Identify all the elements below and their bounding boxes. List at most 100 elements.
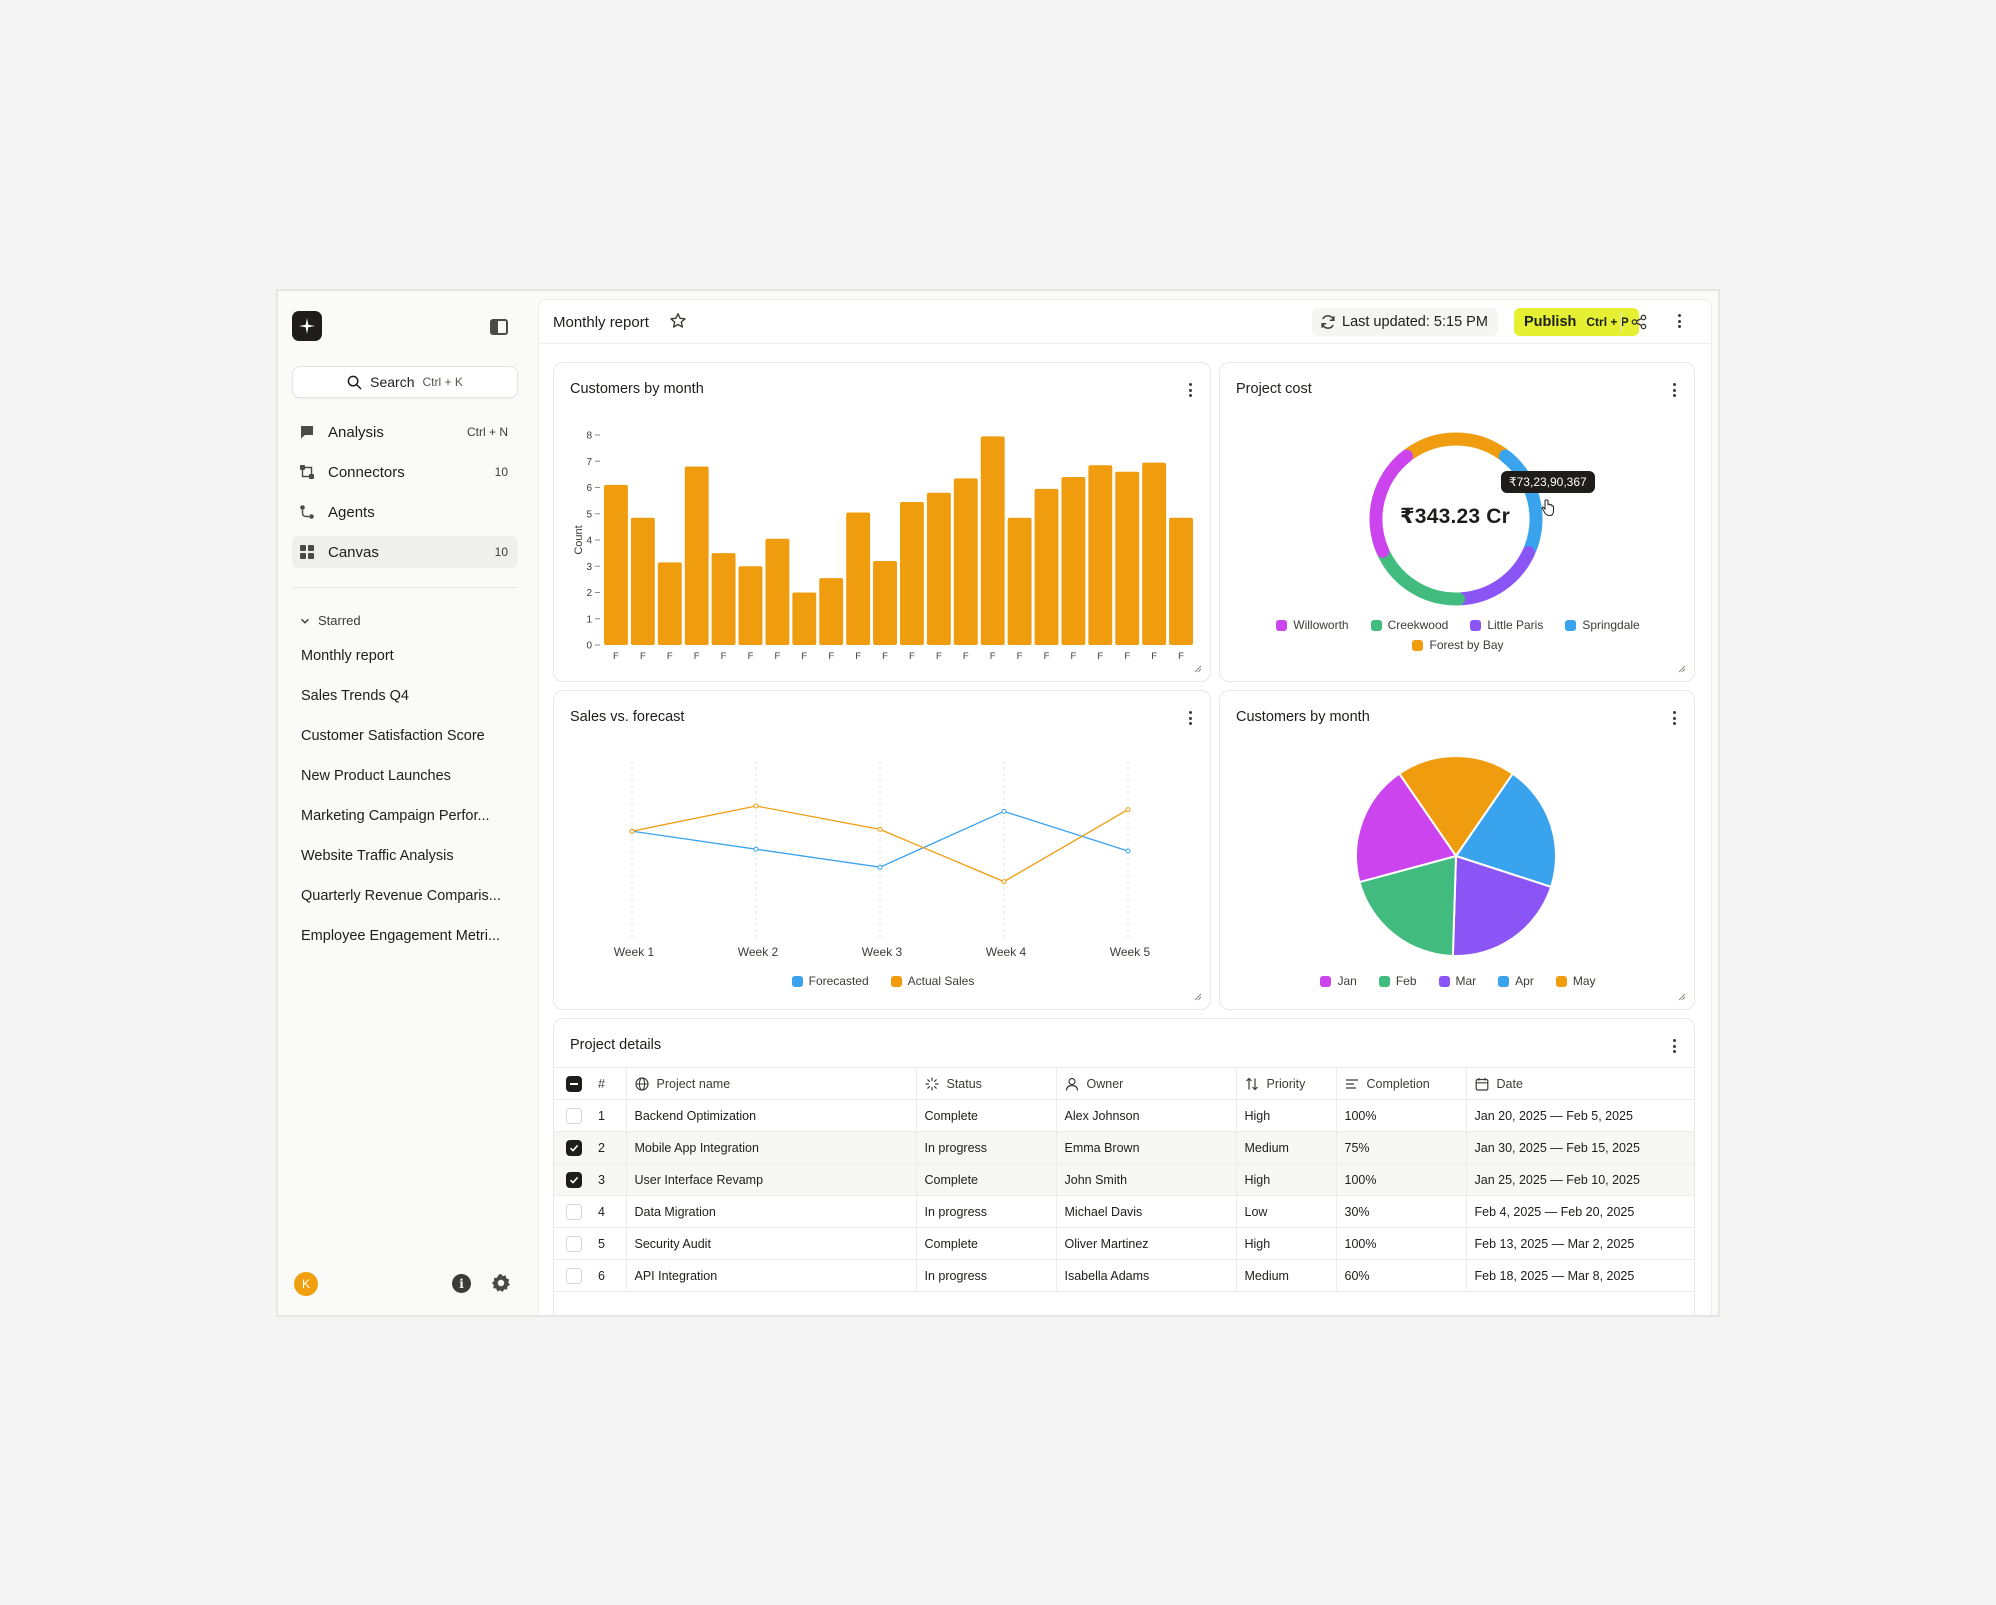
starred-item[interactable]: Customer Satisfaction Score: [301, 728, 485, 744]
table-row[interactable]: 2 Mobile App Integration In progress Emma B…: [554, 1131, 1694, 1164]
legend-swatch: [1378, 975, 1390, 987]
column-header-completion[interactable]: Completion: [1336, 1067, 1467, 1100]
starred-section-toggle[interactable]: Starred: [300, 613, 361, 628]
resize-handle-icon[interactable]: [1194, 665, 1202, 673]
legend-item[interactable]: Forest by Bay: [1412, 638, 1504, 652]
cell-priority: High: [1236, 1163, 1337, 1196]
cell-project-name: Data Migration: [626, 1195, 917, 1228]
avatar[interactable]: K: [294, 1272, 318, 1296]
chevron-down-icon: [300, 618, 310, 624]
sidebar-item-count: 10: [494, 465, 508, 479]
legend-swatch: [1370, 619, 1382, 631]
legend-item[interactable]: Willoworth: [1276, 618, 1349, 632]
cell-number: 3: [590, 1163, 627, 1196]
cell-priority: Low: [1236, 1195, 1337, 1228]
sidebar-item-agents[interactable]: Agents: [292, 496, 518, 528]
cursor-hand-icon: [1541, 499, 1554, 517]
cell-number: 5: [590, 1227, 627, 1260]
search-button[interactable]: Search Ctrl + K: [292, 366, 518, 398]
more-options-icon[interactable]: [1182, 381, 1198, 399]
sidebar-divider: [292, 587, 518, 588]
starred-item[interactable]: Monthly report: [301, 648, 394, 664]
more-options-icon[interactable]: [1671, 312, 1687, 330]
table-row[interactable]: 5 Security Audit Complete Oliver Martinez Hi…: [554, 1227, 1694, 1260]
starred-item[interactable]: Employee Engagement Metri...: [301, 928, 501, 944]
column-header-owner[interactable]: Owner: [1056, 1067, 1237, 1100]
pie-chart: [1355, 755, 1557, 957]
sidebar-item-canvas[interactable]: Canvas 10: [292, 536, 518, 568]
row-checkbox[interactable]: [566, 1107, 582, 1124]
more-options-icon[interactable]: [1666, 381, 1682, 399]
column-header-number[interactable]: #: [590, 1067, 627, 1100]
cell-number: 4: [590, 1195, 627, 1228]
row-checkbox[interactable]: [566, 1171, 582, 1188]
more-options-icon[interactable]: [1182, 709, 1198, 727]
legend-item[interactable]: May: [1555, 974, 1596, 988]
publish-button[interactable]: Publish Ctrl + P: [1514, 308, 1639, 336]
donut-segment: [1402, 432, 1510, 461]
row-select-cell: [554, 1227, 590, 1260]
legend-item[interactable]: Springdale: [1565, 618, 1640, 632]
table-row[interactable]: 1 Backend Optimization Complete Alex Johnso…: [554, 1099, 1694, 1132]
x-tick-label: F: [721, 651, 727, 662]
column-header-priority[interactable]: Priority: [1236, 1067, 1337, 1100]
legend-item[interactable]: Forecasted: [791, 974, 869, 988]
row-checkbox[interactable]: [566, 1139, 582, 1156]
more-options-icon[interactable]: [1666, 1037, 1682, 1055]
starred-item[interactable]: New Product Launches: [301, 768, 451, 784]
bar: [900, 501, 924, 645]
x-tick-label: Week 1: [614, 945, 655, 959]
more-options-icon[interactable]: [1666, 709, 1682, 727]
row-checkbox[interactable]: [566, 1267, 582, 1284]
y-tick-label: 1: [586, 614, 592, 625]
app-logo-icon[interactable]: [292, 311, 322, 341]
legend-item[interactable]: Creekwood: [1370, 618, 1448, 632]
cell-completion: 100%: [1336, 1099, 1467, 1132]
row-select-cell: [554, 1163, 590, 1196]
legend-item[interactable]: Apr: [1498, 974, 1534, 988]
sidebar-item-connectors[interactable]: Connectors 10: [292, 456, 518, 488]
column-header-status[interactable]: Status: [916, 1067, 1057, 1100]
starred-item[interactable]: Website Traffic Analysis: [301, 848, 454, 864]
select-all-checkbox[interactable]: [566, 1075, 582, 1092]
star-icon[interactable]: [669, 312, 687, 330]
legend-item[interactable]: Actual Sales: [890, 974, 974, 988]
share-icon[interactable]: [1631, 314, 1647, 330]
resize-handle-icon[interactable]: [1678, 665, 1686, 673]
last-updated-button[interactable]: Last updated: 5:15 PM: [1312, 308, 1498, 336]
row-checkbox[interactable]: [566, 1235, 582, 1252]
gear-icon[interactable]: [490, 1272, 512, 1294]
agents-icon: [298, 503, 316, 521]
x-tick-label: F: [748, 651, 754, 662]
row-checkbox[interactable]: [566, 1203, 582, 1220]
resize-handle-icon[interactable]: [1678, 993, 1686, 1001]
starred-item[interactable]: Quarterly Revenue Comparis...: [301, 888, 501, 904]
sidebar-toggle-icon[interactable]: [490, 319, 508, 335]
user-icon: [1065, 1077, 1078, 1091]
cell-date: Jan 30, 2025 — Feb 15, 2025: [1466, 1131, 1694, 1164]
starred-item[interactable]: Marketing Campaign Perfor...: [301, 808, 490, 824]
legend-item[interactable]: Feb: [1378, 974, 1417, 988]
table-row[interactable]: 3 User Interface Revamp Complete John Smith…: [554, 1163, 1694, 1196]
bar: [953, 478, 978, 645]
legend-swatch: [1320, 975, 1332, 987]
resize-handle-icon[interactable]: [1194, 993, 1202, 1001]
starred-item[interactable]: Sales Trends Q4: [301, 688, 409, 704]
legend-item[interactable]: Little Paris: [1470, 618, 1543, 632]
calendar-icon: [1475, 1077, 1488, 1091]
sidebar-item-analysis[interactable]: Analysis Ctrl + N: [292, 416, 518, 448]
column-label: #: [598, 1076, 605, 1091]
publish-label: Publish: [1524, 314, 1577, 330]
column-header-project-name[interactable]: Project name: [626, 1067, 917, 1100]
table-row[interactable]: 6 API Integration In progress Isabella Adam…: [554, 1259, 1694, 1292]
x-tick-label: F: [1178, 651, 1184, 662]
table-row[interactable]: 4 Data Migration In progress Michael Davis L…: [554, 1195, 1694, 1228]
x-tick-label: F: [1071, 651, 1077, 662]
sidebar: Search Ctrl + K Analysis Ctrl + N Connec…: [278, 291, 536, 1315]
info-icon[interactable]: i: [452, 1274, 471, 1293]
legend-item[interactable]: Jan: [1320, 974, 1357, 988]
cell-project-name: Backend Optimization: [626, 1099, 917, 1132]
column-header-date[interactable]: Date: [1466, 1067, 1694, 1100]
legend-item[interactable]: Mar: [1438, 974, 1476, 988]
canvas-grid-icon: [298, 543, 316, 561]
